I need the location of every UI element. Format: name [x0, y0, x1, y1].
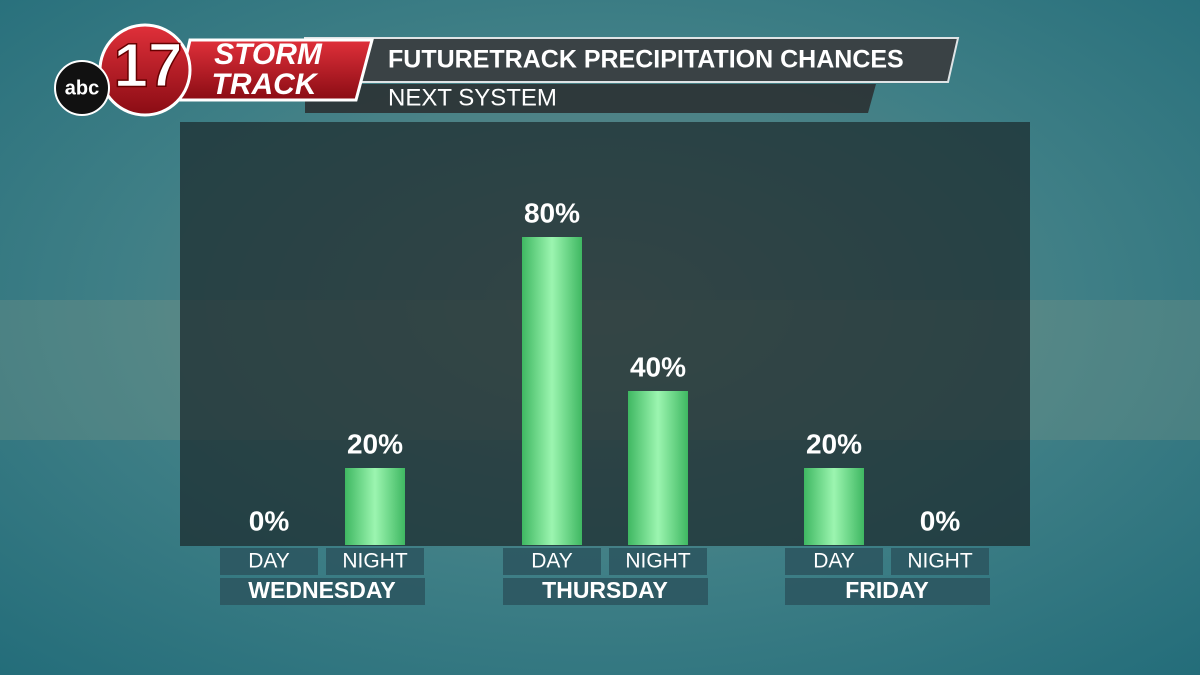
subtitle-banner — [305, 84, 876, 113]
group-label: FRIDAY — [845, 577, 929, 603]
x-tick-label: DAY — [248, 550, 290, 573]
category-label-box — [609, 548, 707, 575]
value-label: 80% — [524, 197, 580, 228]
category-label-box — [891, 548, 989, 575]
group-label-box — [503, 578, 708, 605]
group-label-box — [785, 578, 990, 605]
value-label: 20% — [347, 428, 403, 459]
group-label-box — [220, 578, 425, 605]
logo-network: abc — [65, 77, 99, 99]
chart-subtitle: NEXT SYSTEM — [388, 84, 557, 111]
category-label-box — [326, 548, 424, 575]
bar — [628, 391, 688, 545]
bar — [804, 468, 864, 545]
category-label-box — [220, 548, 318, 575]
chart-title: FUTURETRACK PRECIPITATION CHANCES — [388, 46, 904, 74]
x-tick-label: NIGHT — [342, 550, 408, 573]
bar — [345, 468, 405, 545]
category-label-box — [503, 548, 601, 575]
x-tick-label: DAY — [531, 550, 573, 573]
logo-brand: TRACK — [212, 68, 319, 101]
category-label-box — [785, 548, 883, 575]
value-label: 40% — [630, 351, 686, 382]
logo-brand: STORM — [214, 38, 323, 71]
value-label: 0% — [249, 505, 290, 536]
group-label: THURSDAY — [542, 577, 668, 603]
x-tick-label: NIGHT — [625, 550, 691, 573]
value-label: 20% — [806, 428, 862, 459]
logo-abc-circle — [54, 60, 110, 116]
value-label: 0% — [920, 505, 961, 536]
x-tick-label: NIGHT — [907, 550, 973, 573]
group-label: WEDNESDAY — [248, 577, 395, 603]
logo-channel: 17 — [114, 31, 183, 100]
x-tick-label: DAY — [813, 550, 855, 573]
plot-panel — [180, 122, 1030, 546]
bar — [522, 237, 582, 545]
